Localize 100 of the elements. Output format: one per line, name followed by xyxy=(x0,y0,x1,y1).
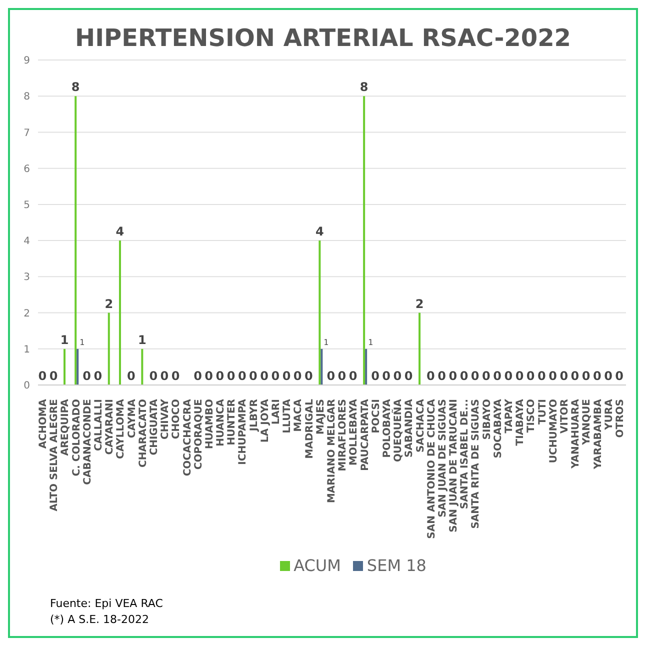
x-tick-label: SAN JUAN DE TARUCANI xyxy=(448,399,460,532)
data-label: 0 xyxy=(249,369,258,383)
x-tick-label: SANTA RITA DE SIGUAS xyxy=(470,399,482,529)
data-label: 2 xyxy=(104,296,114,311)
data-label: 0 xyxy=(194,369,202,383)
x-tick-label: CHIGUATA xyxy=(148,398,160,456)
y-tick-label: 5 xyxy=(24,200,30,211)
x-tick-label: CAYMA xyxy=(126,398,138,438)
data-label: 0 xyxy=(404,369,413,383)
data-label: 0 xyxy=(592,369,602,383)
data-label: 0 xyxy=(604,369,612,383)
data-label: 0 xyxy=(226,369,236,383)
x-tick-label: CAYLLOMA xyxy=(116,398,127,459)
bar xyxy=(318,240,321,385)
x-tick-label: POCSI xyxy=(370,399,382,434)
x-tick-label: ICHUPAMPA xyxy=(238,398,249,465)
data-label: 0 xyxy=(216,369,224,383)
x-tick-label: UCHUMAYO xyxy=(548,399,560,464)
x-tick-label: ACHOMA xyxy=(38,398,50,449)
data-label: 0 xyxy=(470,369,480,383)
data-label: 0 xyxy=(548,369,557,383)
data-label: 1 xyxy=(80,338,85,347)
data-label: 0 xyxy=(426,369,435,383)
data-label: 0 xyxy=(49,369,58,383)
x-tick-label: QUEQUEÑA xyxy=(391,398,404,462)
data-label: 0 xyxy=(538,369,546,383)
x-tick-label: HUANCA xyxy=(216,398,227,446)
x-tick-label: POLOBAYA xyxy=(382,398,393,458)
x-tick-label: COPORAQUE xyxy=(193,398,204,470)
x-tick-label: SIBAYO xyxy=(482,399,493,440)
y-tick-label: 6 xyxy=(24,164,30,175)
x-tick-label: AREQUIPA xyxy=(60,398,72,456)
data-label: 4 xyxy=(316,224,324,239)
data-label: 0 xyxy=(570,369,580,383)
data-label: 0 xyxy=(348,369,358,383)
x-tick-label: SACHACA xyxy=(415,398,426,452)
y-tick-label: 8 xyxy=(24,92,30,103)
data-label: 0 xyxy=(482,369,490,383)
data-label: 0 xyxy=(94,369,102,383)
x-tick-label: YANQUE xyxy=(582,398,593,446)
bar xyxy=(418,312,421,385)
x-tick-label: C. COLORADO xyxy=(71,399,82,476)
x-tick-label: SANTA ISABEL DE... xyxy=(460,399,471,510)
x-tick-label: LARI xyxy=(271,399,282,425)
x-tick-label: SABANDIA xyxy=(404,398,416,458)
data-label: 2 xyxy=(415,296,424,311)
y-tick-label: 4 xyxy=(24,236,30,248)
x-tick-label: CABANACONDE xyxy=(82,398,94,485)
chart-title: HIPERTENSION ARTERIAL RSAC-2022 xyxy=(74,23,572,52)
x-tick-label: CHOCO xyxy=(171,399,182,440)
y-tick-label: 2 xyxy=(24,308,30,320)
data-label: 0 xyxy=(282,369,291,383)
y-tick-label: 9 xyxy=(24,56,30,67)
x-tick-label: TUTI xyxy=(537,399,548,424)
x-tick-label: CHARACATO xyxy=(138,399,149,468)
x-tick-label: HUAMBO xyxy=(204,399,216,449)
bar xyxy=(74,96,77,385)
data-label: 0 xyxy=(460,369,468,383)
data-label: 0 xyxy=(127,369,136,383)
x-tick-label: MIRAFLORES xyxy=(338,399,349,472)
y-tick-label: 3 xyxy=(24,272,30,284)
data-label: 0 xyxy=(149,369,158,383)
data-label: 1 xyxy=(368,338,374,347)
data-label: 0 xyxy=(293,369,302,383)
data-label: 0 xyxy=(526,369,535,383)
x-tick-label: LLUTA xyxy=(282,398,294,434)
y-tick-label: 7 xyxy=(24,128,30,139)
x-tick-label: CHIVAY xyxy=(160,398,172,440)
data-label: 0 xyxy=(171,369,180,383)
data-label: 8 xyxy=(360,80,368,94)
x-tick-label: YURA xyxy=(604,398,615,431)
x-tick-label: MADRIGAL xyxy=(304,398,316,459)
x-tick-label: TIABAYA xyxy=(515,398,526,446)
legend-label: SEM 18 xyxy=(366,556,426,575)
x-tick-label: YARABAMBA xyxy=(592,398,604,470)
data-label: 0 xyxy=(304,369,313,383)
x-tick-label: LA JOYA xyxy=(260,398,271,442)
x-tick-label: HUNTER xyxy=(226,398,238,446)
data-label: 0 xyxy=(326,369,336,383)
bar xyxy=(365,348,368,385)
data-label: 0 xyxy=(615,369,624,383)
bar xyxy=(320,348,323,385)
data-label: 0 xyxy=(393,369,402,383)
bar xyxy=(118,240,121,385)
data-label: 0 xyxy=(515,369,524,383)
x-tick-label: VITOR xyxy=(559,398,570,434)
x-tick-label: YANAHUARA xyxy=(570,398,582,470)
x-tick-label: MARIANO MELGAR xyxy=(326,398,338,504)
x-tick-label: MAJES xyxy=(315,399,326,434)
x-tick-label: SOCABAYA xyxy=(492,398,504,458)
y-tick-label: 0 xyxy=(24,380,30,392)
bar xyxy=(64,348,66,385)
data-label: 1 xyxy=(324,338,329,347)
bar xyxy=(76,348,79,385)
data-label: 0 xyxy=(560,369,568,383)
legend-label: ACUM xyxy=(292,556,341,575)
data-label: 0 xyxy=(271,369,280,383)
x-tick-label: OTROS xyxy=(614,399,626,438)
x-tick-label: ALTO SELVA ALEGRE xyxy=(49,398,60,512)
data-label: 0 xyxy=(160,369,169,383)
